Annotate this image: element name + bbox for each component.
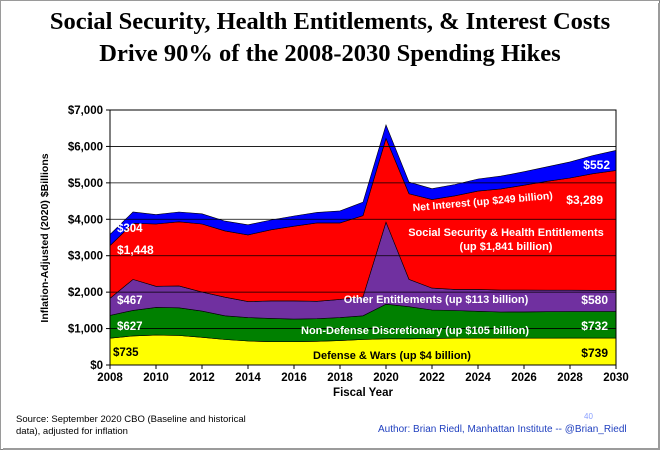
x-axis-title: Fiscal Year (333, 387, 393, 399)
x-tick-label: 2028 (557, 372, 583, 384)
data-label: Non-Defense Discretionary (up $105 billi… (301, 325, 529, 337)
x-tick-label: 2010 (143, 372, 169, 384)
data-label: $3,289 (566, 193, 603, 207)
data-label: Social Security & Health Entitlements (408, 227, 604, 239)
y-tick-label: $4,000 (68, 214, 103, 226)
data-label: $304 (117, 223, 143, 235)
x-tick-label: 2030 (603, 372, 629, 384)
data-label: $467 (117, 295, 143, 307)
y-tick-label: $3,000 (68, 251, 103, 263)
chart-title-line-1: Social Security, Health Entitlements, & … (49, 8, 611, 35)
x-tick-label: 2012 (189, 372, 215, 384)
x-tick-label: 2016 (281, 372, 307, 384)
y-tick-label: $6,000 (68, 141, 103, 153)
y-tick-label: $0 (90, 360, 103, 372)
data-label: $552 (583, 158, 610, 172)
x-tick-label: 2022 (419, 372, 445, 384)
x-tick-label: 2024 (465, 372, 491, 384)
y-tick-label: $2,000 (68, 287, 103, 299)
y-tick-label: $1,000 (68, 324, 103, 336)
slide-shadow-right (658, 3, 660, 450)
data-label: $1,448 (117, 243, 154, 257)
chart-title-line-2: Drive 90% of the 2008-2030 Spending Hike… (99, 40, 561, 67)
author-credit: Author: Brian Riedl, Manhattan Institute… (378, 424, 627, 435)
x-tick-label: 2014 (235, 372, 261, 384)
data-label: $580 (581, 293, 608, 307)
page-number: 40 (584, 412, 593, 421)
x-tick-label: 2018 (327, 372, 353, 384)
data-label: $732 (581, 319, 608, 333)
data-label: (up $1,841 billion) (460, 241, 553, 253)
y-tick-label: $7,000 (68, 105, 103, 117)
data-label: $735 (113, 347, 139, 359)
x-tick-label: 2020 (373, 372, 399, 384)
data-label: $739 (581, 346, 608, 360)
slide-shadow-bottom (3, 448, 660, 450)
data-label: Other Entitlements (up $113 billion) (344, 294, 529, 306)
plot-border (109, 109, 617, 366)
y-tick-label: $5,000 (68, 178, 103, 190)
source-note: Source: September 2020 CBO (Baseline and… (16, 414, 246, 437)
x-tick-label: 2008 (97, 372, 123, 384)
data-label: Defense & Wars (up $4 billion) (313, 350, 471, 362)
x-tick-label: 2026 (511, 372, 537, 384)
y-axis-title: Inflation-Adjusted (2020) $Billions (39, 153, 51, 322)
data-label: $627 (117, 321, 143, 333)
